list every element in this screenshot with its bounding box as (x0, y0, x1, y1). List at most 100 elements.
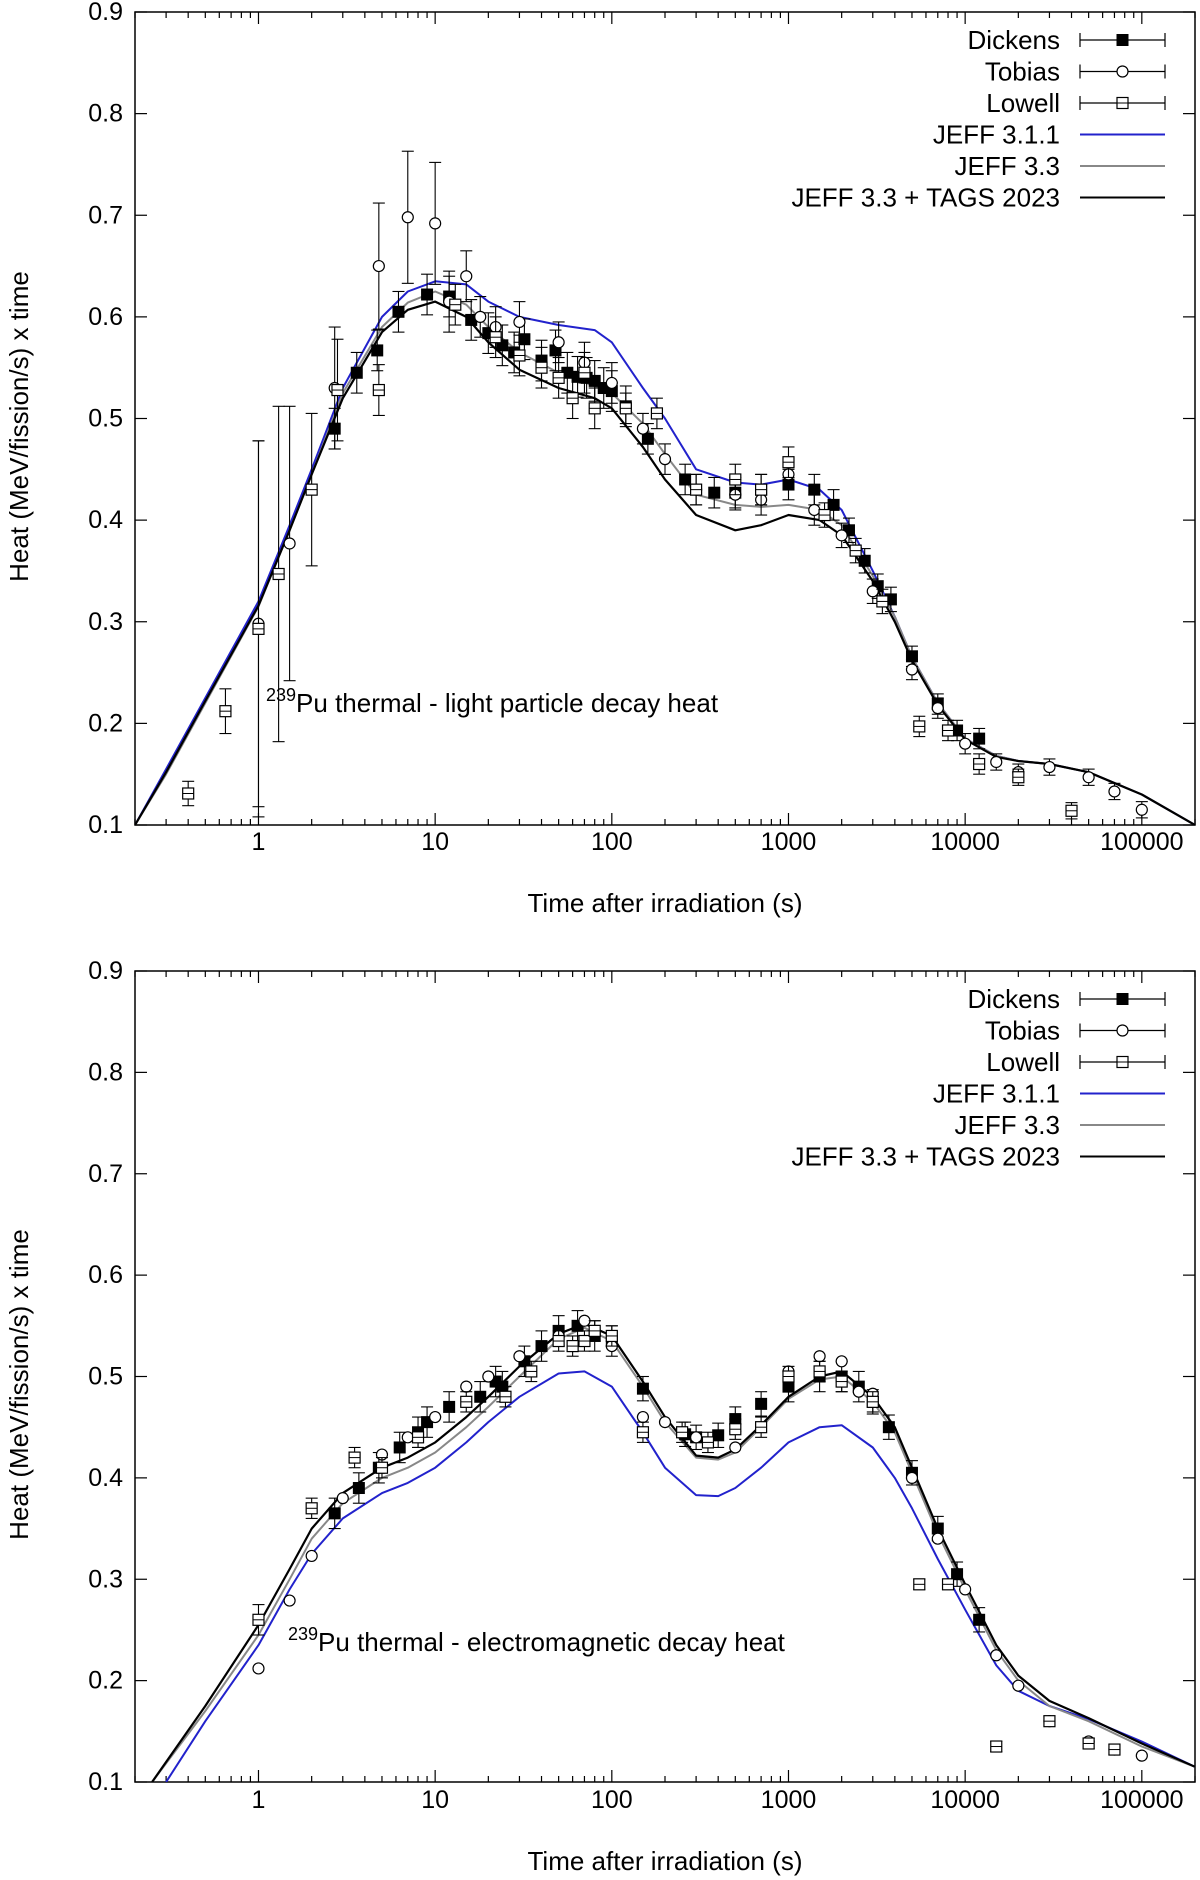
series-line (151, 1326, 1195, 1782)
y-tick-label: 0.3 (88, 608, 123, 636)
legend-label: JEFF 3.3 + TAGS 2023 (791, 183, 1060, 213)
data-point (931, 1532, 944, 1545)
annotation-superscript: 239 (266, 685, 296, 705)
data-point (852, 1385, 865, 1398)
data-point (429, 1410, 442, 1424)
annotation: 239Pu thermal - electromagnetic decay he… (288, 1624, 786, 1657)
data-point (755, 1397, 768, 1410)
data-point (371, 344, 384, 357)
data-point (959, 737, 972, 750)
data-point (328, 1507, 341, 1520)
series-points (252, 1320, 1121, 1756)
data-point (1135, 1749, 1148, 1762)
x-tick-label: 100000 (1100, 1786, 1183, 1814)
x-tick-label: 10 (421, 828, 449, 856)
data-point (513, 1350, 526, 1363)
legend-label: Lowell (986, 1047, 1060, 1077)
data-point (1135, 803, 1148, 816)
data-point (352, 1482, 365, 1495)
data-point (401, 1431, 414, 1444)
legend-label: JEFF 3.1.1 (933, 1079, 1060, 1109)
data-point (1108, 785, 1121, 798)
y-tick-label: 0.9 (88, 0, 123, 26)
data-point (827, 498, 840, 511)
y-tick-label: 0.8 (88, 1058, 123, 1086)
data-point (513, 315, 526, 329)
series-line (135, 290, 1195, 825)
legend-label: JEFF 3.3 (955, 151, 1060, 181)
annotation-text: Pu thermal - light particle decay heat (296, 688, 719, 718)
x-tick-label: 1 (252, 828, 266, 856)
data-point (283, 1594, 296, 1607)
y-tick-label: 0.2 (88, 709, 123, 737)
data-point (429, 217, 442, 230)
data-point (959, 1583, 972, 1596)
legend-label: JEFF 3.3 + TAGS 2023 (791, 1142, 1060, 1172)
data-point (729, 1441, 742, 1454)
series-line (151, 1322, 1195, 1782)
data-point (679, 473, 692, 486)
x-tick-label: 100 (591, 1786, 633, 1814)
data-point (588, 374, 601, 387)
data-point (808, 503, 821, 517)
data-point (708, 486, 721, 499)
data-point (1116, 1024, 1129, 1037)
x-axis: 1 10 100 1000 10000 100000 (134, 12, 1196, 856)
y-tick-label: 0.4 (88, 1464, 123, 1492)
y-tick-label: 0.6 (88, 303, 123, 331)
x-tick-label: 10000 (930, 1786, 1000, 1814)
data-point (866, 585, 879, 598)
series-points (252, 1314, 1148, 1762)
y-tick-label: 0.7 (88, 1160, 123, 1188)
data-point (372, 259, 385, 273)
y-axis-label: Heat (MeV/fission/s) x time (4, 1229, 34, 1540)
data-point (641, 432, 654, 445)
series-line (135, 300, 1195, 825)
data-point (905, 1471, 919, 1484)
data-point (474, 1390, 487, 1403)
y-tick-label: 0.6 (88, 1261, 123, 1289)
data-point (401, 211, 414, 224)
x-axis-label: Time after irradiation (s) (528, 888, 803, 918)
chart-electromagnetic: 0.1 0.2 0.3 0.4 0.5 0.6 0.7 0.8 0.9 1 10 100 1000 100… (4, 957, 1196, 1876)
data-point (578, 1314, 591, 1327)
data-point (460, 1380, 473, 1393)
x-tick-label: 1 (252, 1786, 266, 1814)
x-tick-label: 100 (591, 828, 633, 856)
data-point (636, 1382, 649, 1395)
y-tick-label: 0.7 (88, 201, 123, 229)
legend-label: Dickens (968, 984, 1060, 1014)
y-tick-label: 0.9 (88, 957, 123, 985)
y-tick-label: 0.1 (88, 1768, 123, 1796)
data-point (1082, 771, 1095, 784)
x-tick-label: 1000 (761, 828, 817, 856)
data-point (990, 755, 1003, 769)
data-point (808, 483, 821, 496)
data-point (712, 1429, 725, 1442)
legend-label: Dickens (968, 25, 1060, 55)
y-axis: 0.1 0.2 0.3 0.4 0.5 0.6 0.7 0.8 0.9 (88, 957, 1195, 1796)
x-axis: 1 10 100 1000 10000 100000 (134, 971, 1196, 1814)
y-tick-label: 0.4 (88, 506, 123, 534)
data-point (482, 1370, 495, 1383)
y-tick-label: 0.5 (88, 405, 123, 433)
data-point (1043, 760, 1056, 774)
x-tick-label: 10000 (930, 828, 1000, 856)
legend-label: JEFF 3.3 (955, 1110, 1060, 1140)
series-line (135, 280, 1195, 825)
data-point (835, 529, 848, 542)
data-point (636, 422, 650, 435)
data-point (951, 1568, 964, 1581)
annotation-text: Pu thermal - electromagnetic decay heat (318, 1627, 786, 1657)
data-point (393, 1441, 406, 1454)
plot-area (151, 1310, 1195, 1782)
annotation: 239Pu thermal - light particle decay hea… (266, 685, 719, 718)
data-point (931, 702, 944, 715)
data-point (305, 1549, 318, 1563)
series-points (252, 150, 1148, 819)
data-point (252, 1662, 265, 1675)
data-point (552, 336, 565, 349)
